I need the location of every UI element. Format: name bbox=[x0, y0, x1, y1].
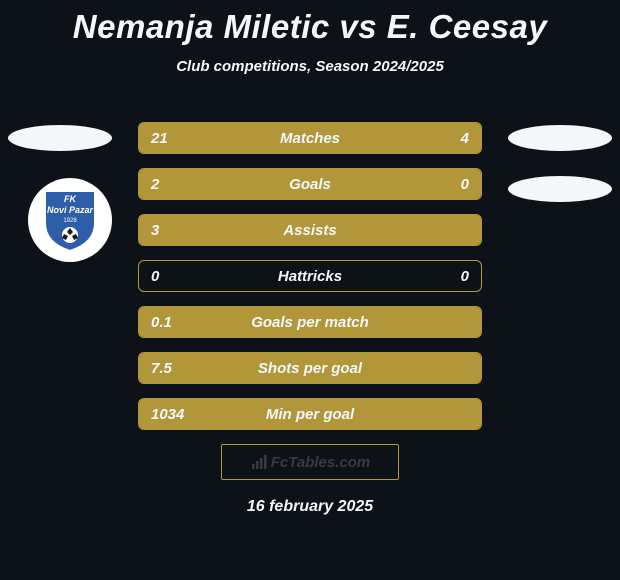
bar-value-left: 0 bbox=[151, 268, 159, 285]
bar-mpg: 1034 Min per goal bbox=[138, 398, 482, 430]
bar-value-right: 4 bbox=[461, 130, 469, 147]
player-left-badge bbox=[8, 125, 112, 151]
bar-value-left: 3 bbox=[151, 222, 159, 239]
footer-text: FcTables.com bbox=[271, 454, 370, 471]
date-label: 16 february 2025 bbox=[0, 498, 620, 516]
bar-value-right: 0 bbox=[461, 176, 469, 193]
bar-value-left: 0.1 bbox=[151, 314, 172, 331]
page-title: Nemanja Miletic vs E. Ceesay bbox=[0, 0, 620, 46]
shield-icon: FK Novi Pazar 1928 bbox=[35, 185, 105, 255]
svg-text:Novi Pazar: Novi Pazar bbox=[47, 205, 94, 215]
bar-value-left: 21 bbox=[151, 130, 168, 147]
comparison-card: Nemanja Miletic vs E. Ceesay Club compet… bbox=[0, 0, 620, 580]
bar-value-right: 0 bbox=[461, 268, 469, 285]
source-link[interactable]: FcTables.com bbox=[221, 444, 399, 480]
bar-goals: 2 Goals 0 bbox=[138, 168, 482, 200]
bar-spg: 7.5 Shots per goal bbox=[138, 352, 482, 384]
club-logo-left: FK Novi Pazar 1928 bbox=[28, 178, 112, 262]
bar-hattricks: 0 Hattricks 0 bbox=[138, 260, 482, 292]
bar-value-left: 7.5 bbox=[151, 360, 172, 377]
svg-text:1928: 1928 bbox=[63, 218, 77, 224]
bar-label: Hattricks bbox=[139, 268, 481, 285]
player-right-badge-2 bbox=[508, 176, 612, 202]
chart-icon bbox=[250, 453, 268, 471]
subtitle: Club competitions, Season 2024/2025 bbox=[0, 58, 620, 75]
bar-assists: 3 Assists bbox=[138, 214, 482, 246]
bar-value-left: 2 bbox=[151, 176, 159, 193]
stat-bars: 21 Matches 4 2 Goals 0 3 Assists 0 Hattr… bbox=[138, 122, 482, 444]
bar-value-left: 1034 bbox=[151, 406, 184, 423]
bar-gpm: 0.1 Goals per match bbox=[138, 306, 482, 338]
player-right-badge-1 bbox=[508, 125, 612, 151]
bar-matches: 21 Matches 4 bbox=[138, 122, 482, 154]
svg-text:FK: FK bbox=[64, 194, 77, 204]
